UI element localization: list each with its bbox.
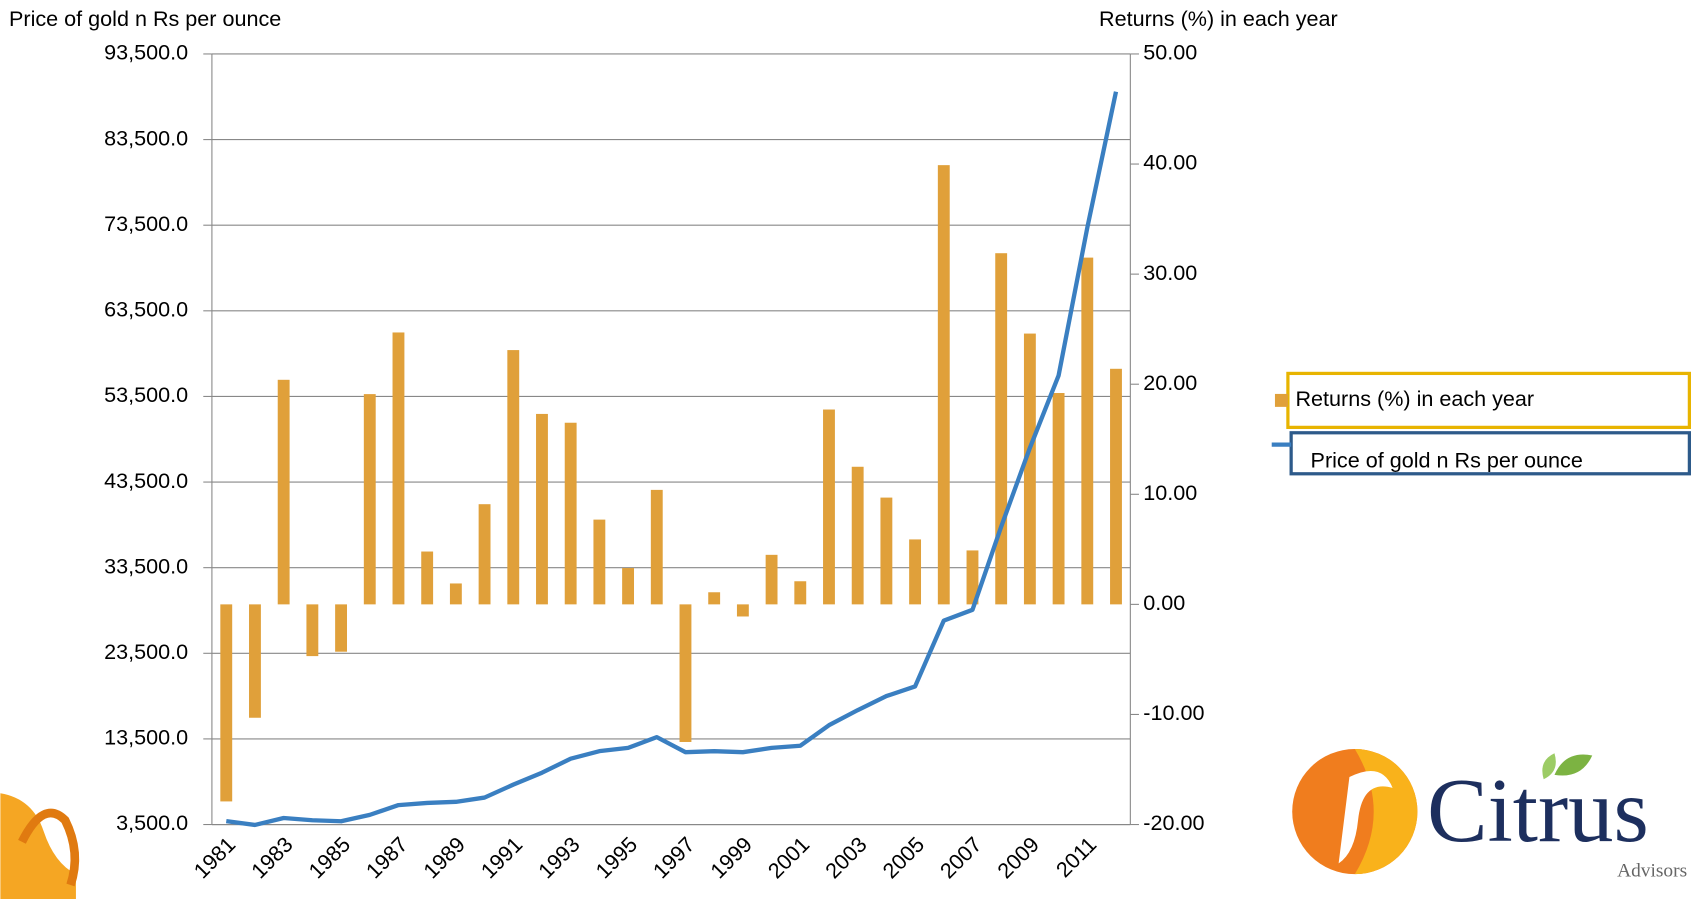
y2-tick-label: 10.00 <box>1143 480 1197 505</box>
logo-shape <box>18 808 80 887</box>
bar <box>478 504 491 605</box>
x-tick-label: 1991 <box>476 832 528 884</box>
x-tick-label: 1981 <box>189 832 241 884</box>
y-tick-label: 43,500.0 <box>104 468 188 493</box>
y-tick-label: 53,500.0 <box>104 382 188 407</box>
legend-swatch <box>1274 393 1288 407</box>
logo-text: Citrus <box>1427 760 1649 861</box>
bar <box>536 413 548 605</box>
y-tick-label: 13,500.0 <box>104 725 188 750</box>
bar <box>1110 368 1122 605</box>
x-tick-label: 1999 <box>705 832 757 884</box>
bar <box>909 539 922 605</box>
x-tick-label: 1985 <box>303 832 355 884</box>
x-tick-label: 2001 <box>763 832 815 884</box>
y2-tick-label: 50.00 <box>1143 40 1197 65</box>
bar <box>249 604 261 718</box>
x-tick-label: 1993 <box>533 832 585 884</box>
bar <box>507 350 520 605</box>
x-tick-label: 2007 <box>935 832 987 884</box>
bar <box>650 489 663 605</box>
bar <box>937 165 950 605</box>
bar <box>335 604 348 652</box>
bar <box>966 550 979 605</box>
bar <box>1081 257 1094 605</box>
y-tick-label: 63,500.0 <box>104 297 188 322</box>
bar <box>823 409 835 605</box>
bar <box>679 604 692 742</box>
bar <box>736 604 749 617</box>
y-tick-label: 93,500.0 <box>104 40 188 65</box>
bar <box>306 604 319 657</box>
y-axis-title: Price of gold n Rs per ounce <box>9 6 281 31</box>
y-tick-label: 83,500.0 <box>104 125 188 150</box>
x-tick-label: 1983 <box>246 832 298 884</box>
x-tick-label: 1987 <box>361 832 413 884</box>
y-tick-label: 73,500.0 <box>104 211 188 236</box>
x-tick-label: 1995 <box>590 832 642 884</box>
bar <box>220 604 233 802</box>
y-tick-label: 23,500.0 <box>104 639 188 664</box>
y2-axis-title: Returns (%) in each year <box>1099 6 1338 31</box>
logo-leaf <box>1554 754 1593 776</box>
bar <box>392 332 405 605</box>
y2-tick-label: 30.00 <box>1143 260 1197 285</box>
y2-tick-label: -10.00 <box>1143 700 1204 725</box>
bar <box>593 519 606 605</box>
x-tick-label: 2011 <box>1051 832 1101 882</box>
legend-label: Price of gold n Rs per ounce <box>1311 448 1583 473</box>
y2-tick-label: 0.00 <box>1143 590 1185 615</box>
legend-box <box>1289 431 1691 476</box>
x-tick-label: 2009 <box>992 832 1044 884</box>
bar <box>765 554 778 605</box>
y2-tick-label: 20.00 <box>1143 370 1197 395</box>
legend-label: Returns (%) in each year <box>1295 386 1534 411</box>
legend: Returns (%) in each year Price of gold n … <box>1271 371 1691 476</box>
line <box>225 91 1119 828</box>
bar <box>1052 393 1065 605</box>
logo-shape <box>0 793 76 899</box>
bar <box>363 394 376 605</box>
y-tick-label: 33,500.0 <box>104 553 188 578</box>
bar <box>564 422 577 605</box>
bar <box>421 551 434 605</box>
bar <box>880 497 893 605</box>
bar <box>449 583 462 605</box>
x-tick-label: 2003 <box>820 832 872 884</box>
y-tick-label: 3,500.0 <box>116 810 188 835</box>
x-tick-label: 2005 <box>877 832 929 884</box>
logo-subtext: Advisors <box>1617 860 1687 881</box>
x-tick-label: 1997 <box>648 832 700 884</box>
bar <box>794 581 807 605</box>
logo-leaf <box>1542 753 1556 780</box>
bar <box>277 379 290 605</box>
bar <box>708 592 721 605</box>
citrus-logo: Citrus Advisors <box>1292 748 1687 881</box>
left-logo <box>0 793 80 899</box>
y2-tick-label: -20.00 <box>1143 810 1204 835</box>
bar <box>851 466 864 605</box>
logo-swoosh <box>1338 770 1393 864</box>
x-tick-label: 1989 <box>418 832 470 884</box>
bar <box>622 568 635 605</box>
bar <box>1023 333 1036 605</box>
y2-tick-label: 40.00 <box>1143 150 1197 175</box>
bar <box>995 253 1008 605</box>
